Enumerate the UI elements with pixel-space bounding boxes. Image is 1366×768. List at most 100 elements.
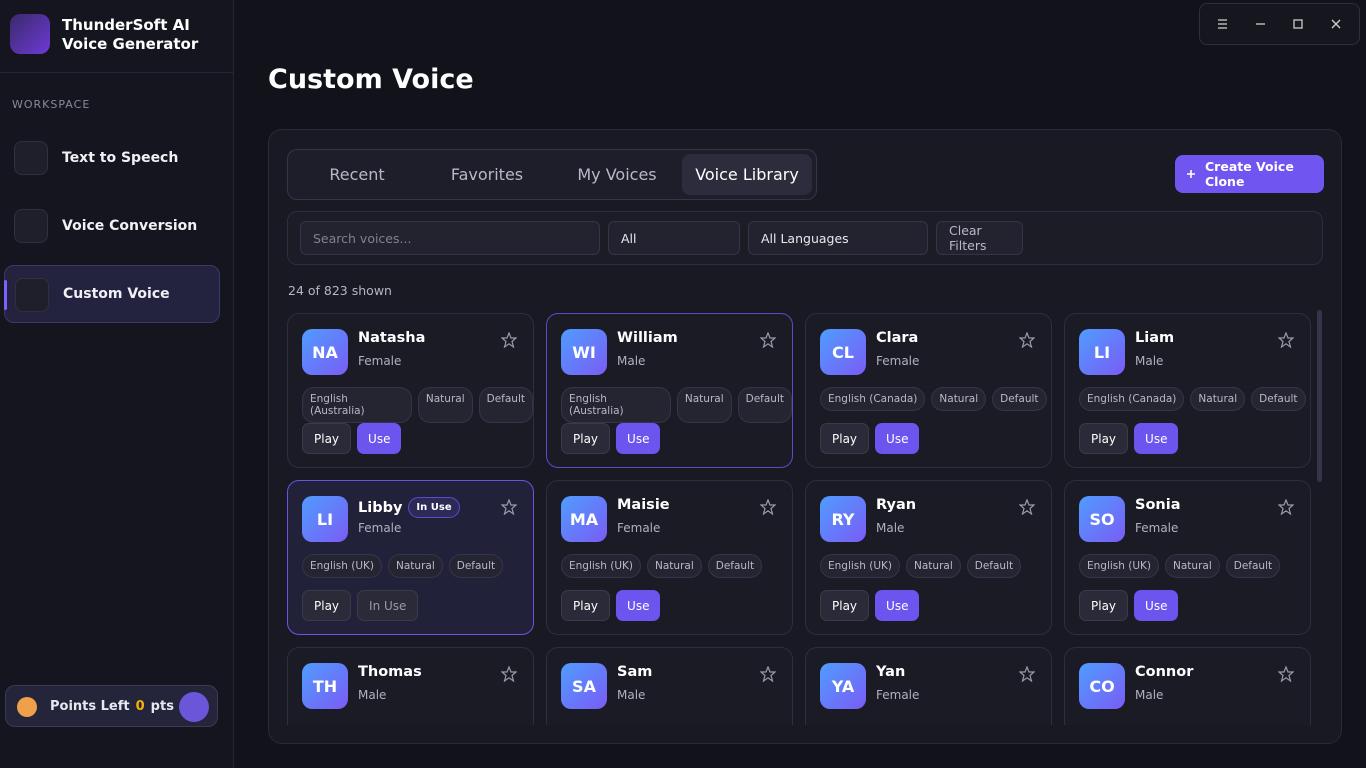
use-button[interactable]: Use	[1134, 423, 1179, 454]
tab[interactable]: Recent	[329, 165, 385, 184]
voice-card[interactable]: RY Ryan Male English (UK) Natural Default Play…	[805, 480, 1052, 635]
favorite-star[interactable]	[1019, 666, 1035, 682]
favorite-star[interactable]	[1278, 499, 1294, 515]
menu-button[interactable]	[1218, 19, 1227, 29]
tab[interactable]: Favorites	[450, 165, 524, 184]
search-input[interactable]: Search voices...	[300, 221, 600, 255]
voice-gender: Female	[1135, 521, 1179, 535]
favorite-star[interactable]	[1019, 499, 1035, 515]
maximize-button[interactable]	[1293, 19, 1303, 29]
voice-card[interactable]: SA Sam Male	[546, 647, 793, 725]
favorite-star[interactable]	[501, 499, 517, 515]
nav-icon	[14, 209, 48, 243]
app-logo	[10, 14, 50, 54]
voice-avatar: LI	[302, 496, 348, 542]
voice-card[interactable]: SO Sonia Female English (UK) Natural Default P…	[1064, 480, 1311, 635]
nav-label: Voice Conversion	[62, 218, 198, 234]
nav-icon	[14, 141, 48, 175]
close-button[interactable]	[1331, 19, 1341, 29]
play-button[interactable]: Play	[1079, 590, 1129, 621]
result-count: 24 of 823 shown	[288, 283, 392, 298]
clear-filters-button[interactable]: Clear Filters	[936, 221, 1023, 255]
tab[interactable]: My Voices	[577, 165, 657, 184]
voice-tag: Natural	[647, 554, 702, 578]
in-use-badge: In Use	[408, 497, 460, 518]
voice-avatar: TH	[302, 663, 348, 709]
nav-icon	[15, 278, 49, 312]
voice-actions: Play Use	[820, 423, 920, 454]
voice-actions: Play Use	[820, 590, 920, 621]
voice-name: Maisie	[617, 497, 670, 513]
voice-tag: English (Canada)	[820, 387, 926, 411]
window-controls	[1199, 3, 1360, 45]
favorite-star[interactable]	[1019, 332, 1035, 348]
voice-tag: Natural	[906, 554, 961, 578]
use-button[interactable]: Use	[1134, 590, 1179, 621]
favorite-star[interactable]	[1278, 666, 1294, 682]
scrollbar[interactable]	[1317, 310, 1322, 482]
favorite-star[interactable]	[501, 332, 517, 348]
voice-tag: Default	[737, 387, 792, 423]
use-button[interactable]: Use	[616, 423, 661, 454]
voice-name: Libby	[358, 499, 403, 516]
create-voice-clone-button[interactable]: Create Voice Clone	[1175, 155, 1324, 193]
play-button[interactable]: Play	[561, 423, 611, 454]
voice-tags: English (UK) Natural Default	[1079, 554, 1281, 578]
voice-name: Natasha	[358, 330, 426, 346]
tab-bar: Recent Favorites My Voices Voice Library	[287, 149, 817, 200]
voice-tags: English (Canada) Natural Default	[820, 387, 1047, 411]
play-button[interactable]: Play	[302, 590, 352, 621]
voice-name-row: Clara	[876, 330, 918, 346]
language-select[interactable]: All Languages	[748, 221, 928, 255]
nav-item[interactable]: Custom Voice	[4, 265, 220, 323]
favorite-star[interactable]	[760, 666, 776, 682]
voice-card[interactable]: LI Libby In Use Female English (UK) Natural De…	[287, 480, 534, 635]
voice-avatar: CL	[820, 329, 866, 375]
voice-card[interactable]: MA Maisie Female English (UK) Natural Default…	[546, 480, 793, 635]
voice-card[interactable]: LI Liam Male English (Canada) Natural Default…	[1064, 313, 1311, 468]
play-button[interactable]: Play	[820, 423, 870, 454]
voice-gender: Male	[1135, 688, 1164, 702]
favorite-star[interactable]	[760, 499, 776, 515]
nav-item[interactable]: Voice Conversion	[4, 197, 220, 255]
play-button[interactable]: Play	[302, 423, 352, 454]
nav-item[interactable]: Text to Speech	[4, 129, 220, 187]
play-button[interactable]: Play	[1079, 423, 1129, 454]
voice-card[interactable]: TH Thomas Male	[287, 647, 534, 725]
voice-tags: English (UK) Natural Default	[561, 554, 763, 578]
voice-card[interactable]: YA Yan Female	[805, 647, 1052, 725]
favorite-star[interactable]	[501, 666, 517, 682]
voice-tags: English (UK) Natural Default	[302, 554, 504, 578]
voice-tag: Default	[448, 554, 504, 578]
voice-name-row: Connor	[1135, 664, 1193, 680]
play-button[interactable]: Play	[561, 590, 611, 621]
favorite-star[interactable]	[760, 332, 776, 348]
tab[interactable]: Voice Library	[682, 154, 812, 195]
use-button[interactable]: Use	[875, 423, 920, 454]
voice-name: Thomas	[358, 664, 422, 680]
voice-card[interactable]: CL Clara Female English (Canada) Natural Defa…	[805, 313, 1052, 468]
buy-points-button[interactable]	[179, 692, 209, 722]
voice-gender: Male	[617, 354, 646, 368]
star-shape	[760, 332, 776, 348]
use-button[interactable]: Use	[616, 590, 661, 621]
voice-actions: Play Use	[1079, 590, 1179, 621]
voice-card[interactable]: CO Connor Male	[1064, 647, 1311, 725]
voice-name-row: Ryan	[876, 497, 916, 513]
use-button[interactable]: Use	[357, 423, 402, 454]
favorite-star[interactable]	[1278, 332, 1294, 348]
voice-tag: English (Australia)	[302, 387, 412, 423]
gender-select[interactable]: All	[608, 221, 740, 255]
app-title-line: ThunderSoft AI	[62, 16, 190, 34]
app-title-line: Voice Generator	[62, 35, 199, 53]
voice-tag: English (Canada)	[1079, 387, 1185, 411]
points-unit: pts	[150, 698, 174, 714]
voice-name: Ryan	[876, 497, 917, 513]
voice-actions: Play Use	[561, 590, 661, 621]
voice-card[interactable]: NA Natasha Female English (Australia) Natura…	[287, 313, 534, 468]
use-button[interactable]: Use	[875, 590, 920, 621]
voice-gender: Male	[358, 688, 387, 702]
play-button[interactable]: Play	[820, 590, 870, 621]
star-shape	[501, 666, 517, 682]
voice-card[interactable]: WI William Male English (Australia) Natural D…	[546, 313, 793, 468]
